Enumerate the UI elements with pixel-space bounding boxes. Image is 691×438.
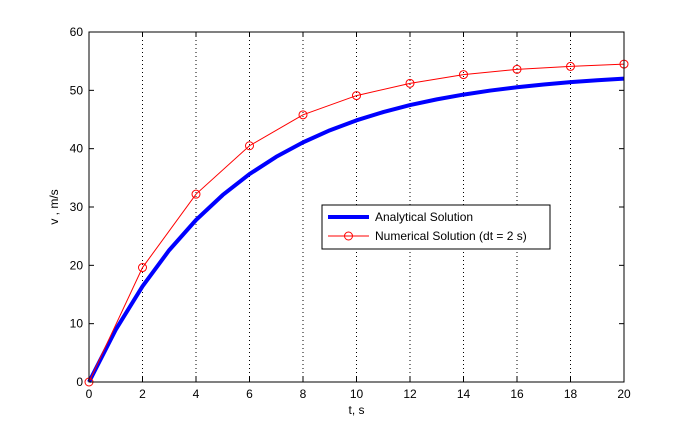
y-tick-label: 0 (76, 375, 83, 389)
legend-box (321, 204, 551, 250)
data-point-numerical (245, 141, 254, 151)
y-tick-label: 60 (70, 25, 84, 39)
series-layer (84, 59, 629, 387)
y-tick-label: 20 (70, 258, 84, 272)
x-tick-label: 6 (246, 387, 253, 401)
legend-marker-numerical (344, 231, 353, 241)
x-tick-label: 18 (564, 387, 578, 401)
x-tick-label: 2 (139, 387, 146, 401)
y-axis-label: v , m/s (47, 189, 61, 224)
data-point-numerical (191, 189, 201, 199)
data-point-numerical (459, 70, 468, 80)
y-tick-label: 10 (70, 317, 84, 331)
data-point-numerical (512, 64, 522, 74)
series-line-numerical (88, 63, 625, 383)
ticks: 0 2 4 6 8 10 12 14 16 18 20 0 10 20 30 40 50 60 (70, 25, 631, 401)
data-point-numerical (405, 78, 415, 88)
legend-entry-analytical: Analytical Solution (375, 210, 473, 224)
x-tick-label: 8 (300, 387, 307, 401)
x-tick-label: 14 (457, 387, 471, 401)
y-tick-label: 40 (70, 142, 84, 156)
x-tick-label: 4 (193, 387, 200, 401)
x-tick-label: 0 (86, 387, 93, 401)
data-point-numerical (566, 61, 575, 71)
series-line-analytical (87, 76, 625, 383)
x-tick-label: 12 (403, 387, 417, 401)
x-tick-label: 20 (617, 387, 631, 401)
y-tick-label: 30 (70, 200, 84, 214)
data-point-numerical (352, 91, 361, 101)
x-axis-label: t, s (348, 403, 364, 417)
legend-entry-numerical: Numerical Solution (dt = 2 s) (375, 229, 527, 243)
y-tick-label: 50 (70, 83, 84, 97)
data-point-numerical (298, 110, 308, 120)
legend: Analytical Solution Numerical Solution (… (321, 204, 551, 250)
x-tick-label: 10 (350, 387, 364, 401)
x-tick-label: 16 (510, 387, 524, 401)
data-point-numerical (138, 263, 147, 273)
